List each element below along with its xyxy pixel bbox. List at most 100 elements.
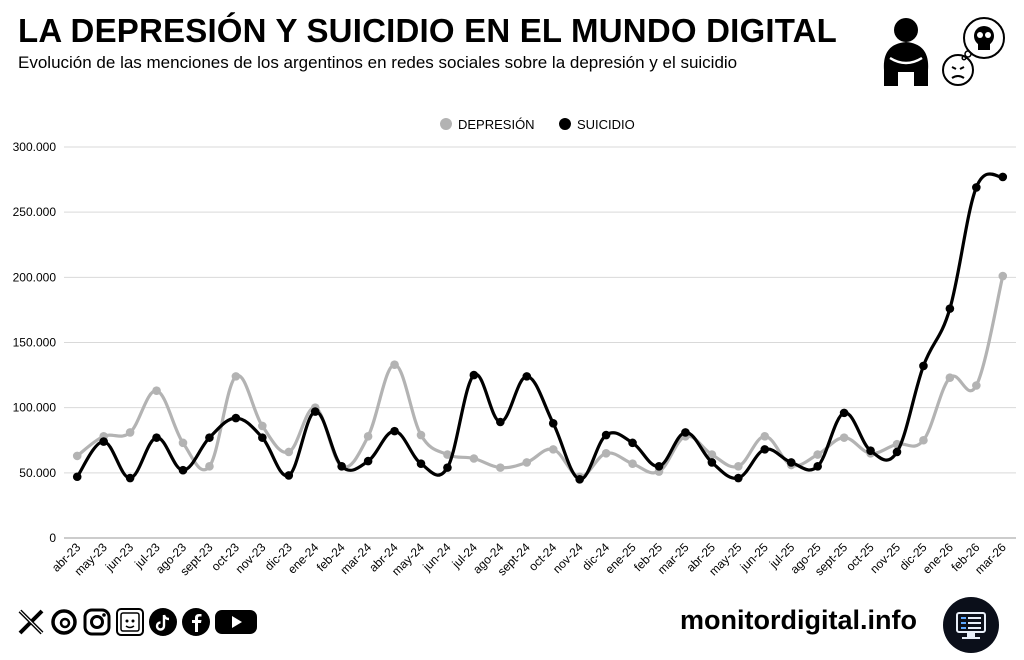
data-point: [152, 433, 161, 442]
data-point: [522, 372, 532, 381]
data-point: [972, 183, 981, 192]
threads-icon[interactable]: [49, 607, 79, 642]
data-point: [628, 459, 637, 469]
monitor-logo-icon: [943, 597, 999, 653]
data-point: [839, 408, 849, 418]
y-axis-ticks: 0 50.000 100.000 150.000 200.000 250.000 300.0…: [13, 140, 57, 545]
data-point: [548, 419, 558, 428]
data-point: [628, 438, 637, 448]
x-tick-label: ene-24: [285, 540, 322, 577]
data-point: [469, 370, 479, 380]
data-point: [760, 432, 770, 441]
data-point: [72, 472, 82, 482]
instagram-icon[interactable]: [82, 607, 112, 642]
data-point: [72, 451, 82, 461]
data-point: [707, 458, 717, 467]
data-point: [522, 458, 532, 467]
depression-illustration-icon: [883, 17, 1005, 86]
y-tick-label: 100.000: [13, 401, 57, 415]
data-point: [548, 445, 558, 454]
x-tick-label: nov-25: [867, 540, 903, 576]
y-tick-label: 0: [49, 531, 56, 545]
data-point: [205, 462, 214, 471]
data-point: [125, 473, 135, 483]
y-tick-label: 150.000: [13, 336, 57, 350]
legend-marker-depresion: [440, 118, 452, 130]
data-point: [998, 271, 1008, 281]
data-point: [681, 428, 690, 437]
tiktok-icon[interactable]: [148, 607, 178, 642]
data-point: [284, 447, 294, 457]
youtube-icon[interactable]: [214, 607, 258, 642]
data-point: [813, 450, 822, 459]
data-point: [231, 372, 241, 381]
site-url[interactable]: monitordigital.info: [680, 605, 917, 635]
x-tick-label: ene-26: [920, 540, 957, 577]
data-point: [390, 360, 399, 369]
x-tick-label: jun-23: [102, 540, 136, 574]
linkedin-icon[interactable]: [115, 607, 145, 642]
line-chart: 0 50.000 100.000 150.000 200.000 250.000 300.0…: [13, 117, 1016, 578]
data-point: [496, 463, 505, 472]
x-tick-label: jun-25: [737, 540, 771, 574]
data-point: [390, 426, 399, 436]
facebook-icon[interactable]: [181, 607, 211, 642]
y-tick-label: 250.000: [13, 205, 57, 219]
x-tick-label: nov-24: [550, 540, 586, 576]
data-point: [919, 361, 928, 371]
data-point: [258, 433, 267, 442]
data-point: [363, 432, 373, 441]
y-tick-label: 200.000: [13, 270, 57, 284]
data-point: [839, 433, 849, 442]
series-line: [75, 172, 1004, 481]
data-point: [416, 430, 426, 440]
data-point: [152, 386, 161, 396]
legend-marker-suicidio: [559, 118, 571, 130]
grid-lines: [64, 146, 1016, 539]
data-point: [363, 456, 373, 466]
series-lines: [72, 172, 1008, 484]
data-point: [205, 433, 214, 442]
x-tick-label: jun-24: [419, 540, 453, 574]
data-point: [416, 459, 426, 469]
data-point: [866, 446, 875, 455]
data-point: [443, 463, 452, 472]
chart-subtitle: Evolución de las menciones de los argent…: [18, 53, 738, 72]
data-point: [945, 373, 955, 382]
data-point: [443, 450, 452, 459]
data-point: [178, 438, 188, 448]
series-line: [76, 275, 1005, 479]
data-point: [998, 172, 1008, 182]
data-point: [734, 473, 743, 483]
data-point: [734, 462, 743, 471]
x-tick-label: ene-25: [602, 540, 639, 577]
data-point: [813, 462, 822, 471]
data-point: [601, 448, 611, 458]
data-point: [178, 465, 188, 475]
data-point: [284, 471, 294, 480]
series-suicidio: [72, 172, 1008, 484]
data-point: [601, 430, 611, 440]
x-icon[interactable]: [16, 607, 46, 642]
x-tick-label: nov-23: [233, 540, 269, 576]
data-point: [945, 304, 955, 313]
data-point: [337, 462, 346, 471]
data-point: [892, 447, 902, 457]
data-point: [258, 421, 267, 431]
legend: DEPRESIÓN SUICIDIO: [440, 117, 635, 132]
social-links: [16, 607, 258, 641]
data-point: [919, 435, 928, 445]
data-point: [707, 450, 717, 459]
data-point: [231, 413, 241, 423]
data-point: [786, 458, 796, 467]
data-point: [469, 454, 479, 463]
data-point: [972, 381, 981, 390]
data-point: [654, 462, 664, 471]
legend-label-depresion: DEPRESIÓN: [458, 117, 535, 132]
x-axis-ticks: abr-23may-23jun-23jul-23ago-23sept-23oct…: [49, 540, 1009, 578]
data-point: [760, 445, 770, 454]
y-tick-label: 50.000: [19, 466, 56, 480]
data-point: [575, 475, 584, 484]
legend-label-suicidio: SUICIDIO: [577, 117, 635, 132]
y-tick-label: 300.000: [13, 140, 57, 154]
